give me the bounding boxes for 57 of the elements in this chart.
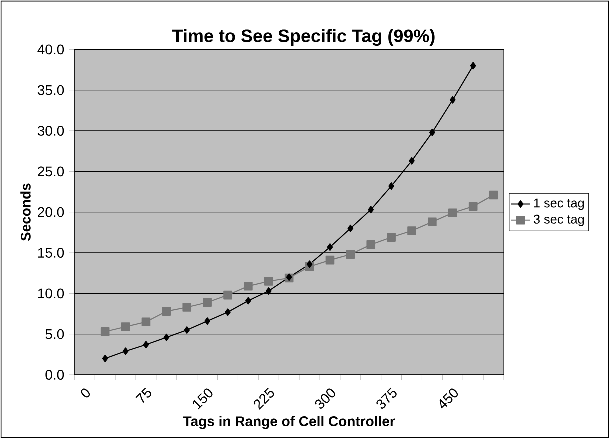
point [164, 334, 170, 342]
point [450, 96, 456, 104]
y-tick-label: 10.0 [38, 288, 64, 299]
point [306, 260, 313, 268]
point [224, 290, 232, 300]
point [225, 308, 231, 316]
x-axis-title: Tags in Range of Cell Controller [183, 416, 396, 430]
y-tick-label: 35.0 [38, 85, 64, 96]
point [489, 190, 498, 200]
x-tick-label: 225 [254, 388, 274, 410]
y-tick-label: 25.0 [38, 166, 64, 177]
point [100, 327, 110, 336]
point [468, 202, 478, 212]
legend-label: 3 sec tag [534, 214, 584, 226]
y-tick-label: 0.0 [46, 370, 64, 380]
point [142, 318, 151, 327]
y-tick-label: 20.0 [38, 207, 64, 218]
point [327, 244, 334, 252]
point [204, 318, 210, 326]
point [346, 250, 356, 260]
point [409, 157, 415, 165]
point [266, 287, 272, 295]
point [143, 341, 150, 349]
point [428, 218, 437, 226]
y-tick-label: 40.0 [38, 44, 64, 55]
point [408, 226, 416, 236]
legend-label: 1 sec tag [534, 198, 584, 210]
point [244, 282, 253, 291]
chart-title: Time to See Specific Tag (99%) [172, 29, 435, 46]
point [182, 303, 192, 312]
point [122, 348, 129, 356]
point [368, 206, 374, 214]
x-tick-label: 150 [193, 388, 213, 410]
point [348, 224, 354, 232]
y-tick-label: 15.0 [38, 248, 64, 258]
point [264, 277, 274, 286]
y-tick-label: 30.0 [38, 126, 64, 136]
point [387, 233, 396, 242]
point [470, 62, 476, 70]
point [184, 326, 190, 334]
point [162, 307, 172, 316]
point [366, 240, 376, 250]
y-tick-label: 5.0 [46, 329, 64, 340]
x-tick-label: 75 [136, 388, 152, 404]
point [102, 354, 108, 362]
point [388, 182, 394, 190]
point [448, 208, 458, 218]
x-tick-label: 375 [376, 388, 397, 409]
x-tick-label: 450 [440, 388, 458, 409]
x-tick-label: 300 [315, 388, 336, 409]
point [430, 128, 436, 136]
point [246, 297, 252, 305]
point [203, 298, 212, 308]
y-axis-title: Seconds [20, 184, 31, 242]
point [326, 256, 335, 265]
x-tick-label: 0 [81, 388, 90, 398]
point [121, 322, 130, 332]
